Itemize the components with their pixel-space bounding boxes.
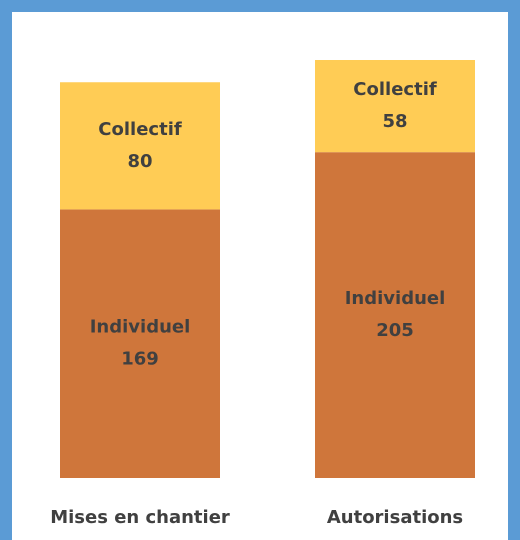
data-label-value: 58	[382, 111, 407, 132]
x-tick-label: Mises en chantier	[50, 507, 230, 528]
chart: Individuel 169 Collectif 80 Mises en chantie…	[12, 12, 508, 540]
data-label-value: 169	[121, 349, 159, 370]
data-label-name: Collectif	[353, 79, 437, 100]
data-label-name: Individuel	[90, 317, 191, 338]
data-label-name: Collectif	[98, 119, 182, 140]
x-tick-label: Autorisations	[327, 507, 463, 528]
data-label-value: 205	[376, 320, 414, 341]
bar-segment	[60, 82, 220, 210]
bar-segment	[315, 152, 475, 479]
data-label-name: Individuel	[345, 288, 446, 309]
bar-segment	[60, 209, 220, 479]
data-label-value: 80	[127, 151, 152, 172]
bar-segment	[315, 60, 475, 153]
